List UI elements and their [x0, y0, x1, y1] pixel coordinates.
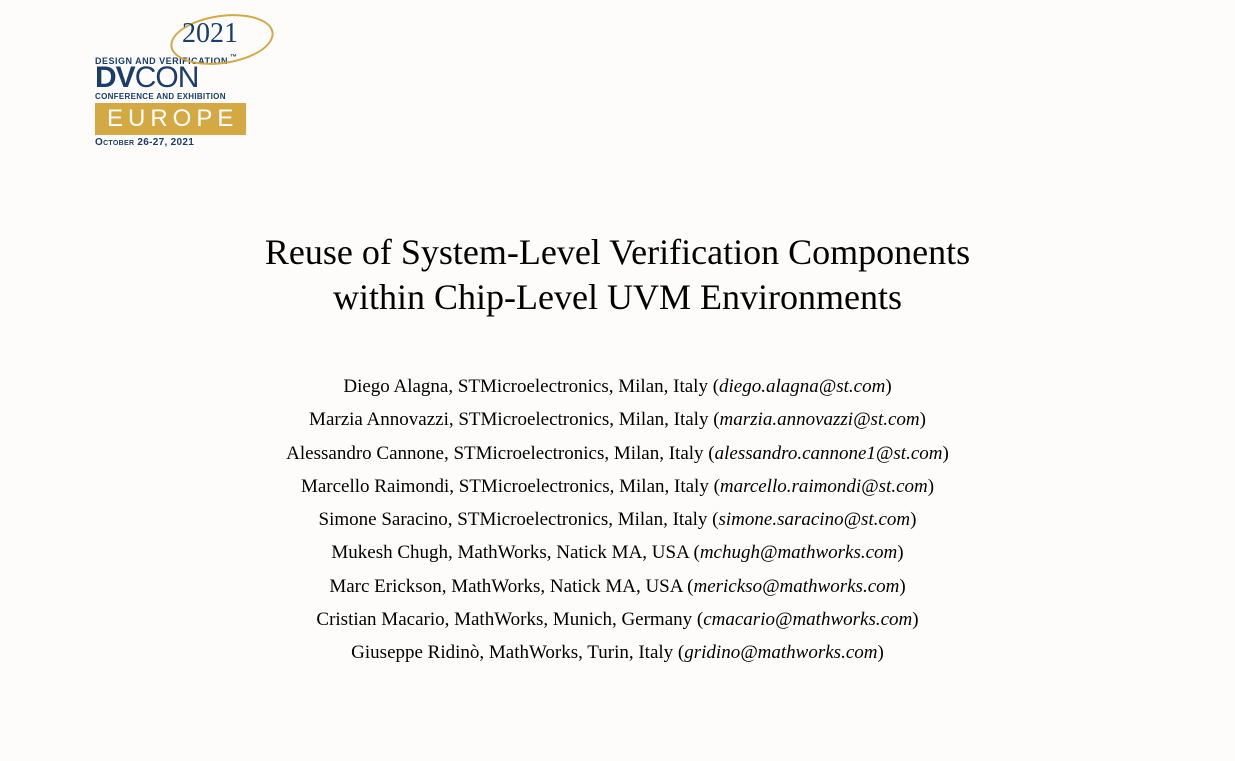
author-line: Mukesh Chugh, MathWorks, Natick MA, USA … [0, 536, 1235, 569]
logo-year: 2021 [95, 20, 275, 48]
author-name-affiliation: Alessandro Cannone, STMicroelectronics, … [286, 443, 714, 464]
conference-logo: 2021 DESIGN AND VERIFICATION DVCON CONFE… [95, 20, 275, 148]
author-close-paren: ) [943, 443, 949, 464]
author-line: Marc Erickson, MathWorks, Natick MA, USA… [0, 570, 1235, 603]
logo-region: EUROPE [95, 103, 246, 135]
author-close-paren: ) [920, 409, 926, 430]
logo-brand: DVCON [95, 64, 275, 93]
paper-title: Reuse of System-Level Verification Compo… [0, 230, 1235, 320]
author-name-affiliation: Marc Erickson, MathWorks, Natick MA, USA… [329, 576, 693, 597]
author-line: Alessandro Cannone, STMicroelectronics, … [0, 437, 1235, 470]
title-line-1: Reuse of System-Level Verification Compo… [265, 232, 970, 272]
author-line: Simone Saracino, STMicroelectronics, Mil… [0, 503, 1235, 536]
author-email: merickso@mathworks.com [693, 576, 899, 597]
author-line: Marzia Annovazzi, STMicroelectronics, Mi… [0, 403, 1235, 436]
author-close-paren: ) [877, 642, 883, 663]
author-name-affiliation: Giuseppe Ridinò, MathWorks, Turin, Italy… [351, 642, 684, 663]
author-email: cmacario@mathworks.com [703, 609, 912, 630]
author-close-paren: ) [910, 509, 916, 530]
author-email: mchugh@mathworks.com [700, 542, 897, 563]
author-close-paren: ) [885, 376, 891, 397]
author-close-paren: ) [912, 609, 918, 630]
author-line: Giuseppe Ridinò, MathWorks, Turin, Italy… [0, 636, 1235, 669]
author-close-paren: ) [928, 476, 934, 497]
logo-tagline-bottom: CONFERENCE AND EXHIBITION [95, 92, 275, 101]
author-name-affiliation: Marzia Annovazzi, STMicroelectronics, Mi… [309, 409, 719, 430]
author-line: Diego Alagna, STMicroelectronics, Milan,… [0, 370, 1235, 403]
author-name-affiliation: Diego Alagna, STMicroelectronics, Milan,… [343, 376, 719, 397]
author-email: marcello.raimondi@st.com [720, 476, 928, 497]
title-line-2: within Chip-Level UVM Environments [333, 277, 902, 317]
author-email: gridino@mathworks.com [684, 642, 877, 663]
author-name-affiliation: Simone Saracino, STMicroelectronics, Mil… [319, 509, 719, 530]
author-email: diego.alagna@st.com [719, 376, 885, 397]
author-name-affiliation: Cristian Macario, MathWorks, Munich, Ger… [316, 609, 703, 630]
author-close-paren: ) [897, 542, 903, 563]
author-list: Diego Alagna, STMicroelectronics, Milan,… [0, 370, 1235, 669]
author-line: Cristian Macario, MathWorks, Munich, Ger… [0, 603, 1235, 636]
author-email: simone.saracino@st.com [719, 509, 911, 530]
author-name-affiliation: Mukesh Chugh, MathWorks, Natick MA, USA … [331, 542, 699, 563]
author-email: alessandro.cannone1@st.com [715, 443, 943, 464]
author-line: Marcello Raimondi, STMicroelectronics, M… [0, 470, 1235, 503]
logo-date: October 26-27, 2021 [95, 137, 275, 148]
author-email: marzia.annovazzi@st.com [720, 409, 920, 430]
author-close-paren: ) [899, 576, 905, 597]
author-name-affiliation: Marcello Raimondi, STMicroelectronics, M… [301, 476, 720, 497]
